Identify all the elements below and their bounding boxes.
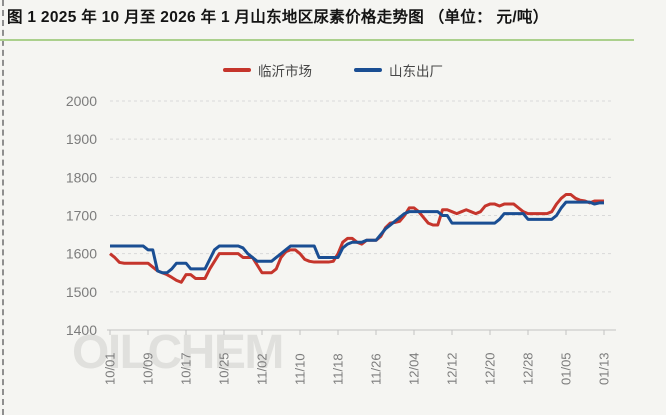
x-tick-label: 11/02 <box>255 353 270 385</box>
series-linyi-line <box>109 193 604 284</box>
x-tick-label: 12/04 <box>407 352 422 385</box>
legend-label-linyi: 临沂市场 <box>258 64 312 79</box>
y-tick-label: 1400 <box>66 322 97 338</box>
x-tick-label: 10/09 <box>141 352 156 385</box>
x-tick-label: 10/01 <box>103 352 118 385</box>
page-left-dashed-border <box>2 0 4 415</box>
chart-legend: 临沂市场 山东出厂 <box>0 60 666 80</box>
legend-swatch-linyi <box>223 68 251 72</box>
y-tick-label: 1900 <box>66 131 97 147</box>
x-tick-label: 11/18 <box>331 353 346 385</box>
x-tick-label: 11/26 <box>369 353 384 385</box>
legend-label-shandong: 山东出厂 <box>389 64 443 79</box>
y-tick-label: 1600 <box>66 246 97 262</box>
y-tick-label: 1700 <box>66 208 97 224</box>
chart-title: 图 1 2025 年 10 月至 2026 年 1 月山东地区尿素价格走势图 （… <box>7 9 549 26</box>
y-tick-label: 2000 <box>66 93 97 109</box>
watermark: OILCHEM <box>72 326 283 379</box>
x-tick-label: 01/05 <box>559 352 574 385</box>
legend-item-shandong[interactable]: 山东出厂 <box>354 60 443 80</box>
x-tick-label: 01/13 <box>597 352 612 385</box>
legend-swatch-shandong <box>354 68 382 72</box>
title-divider <box>0 39 634 41</box>
y-tick-label: 1800 <box>66 169 97 185</box>
x-tick-label: 10/25 <box>217 352 232 385</box>
legend-item-linyi[interactable]: 临沂市场 <box>223 60 312 80</box>
x-tick-label: 12/28 <box>521 352 536 385</box>
x-tick-label: 11/10 <box>293 353 308 385</box>
x-tick-label: 12/12 <box>445 352 460 385</box>
y-tick-label: 1500 <box>66 284 97 300</box>
x-tick-label: 12/20 <box>483 352 498 385</box>
x-tick-label: 10/17 <box>179 352 194 385</box>
series-shandong-line <box>110 200 604 275</box>
